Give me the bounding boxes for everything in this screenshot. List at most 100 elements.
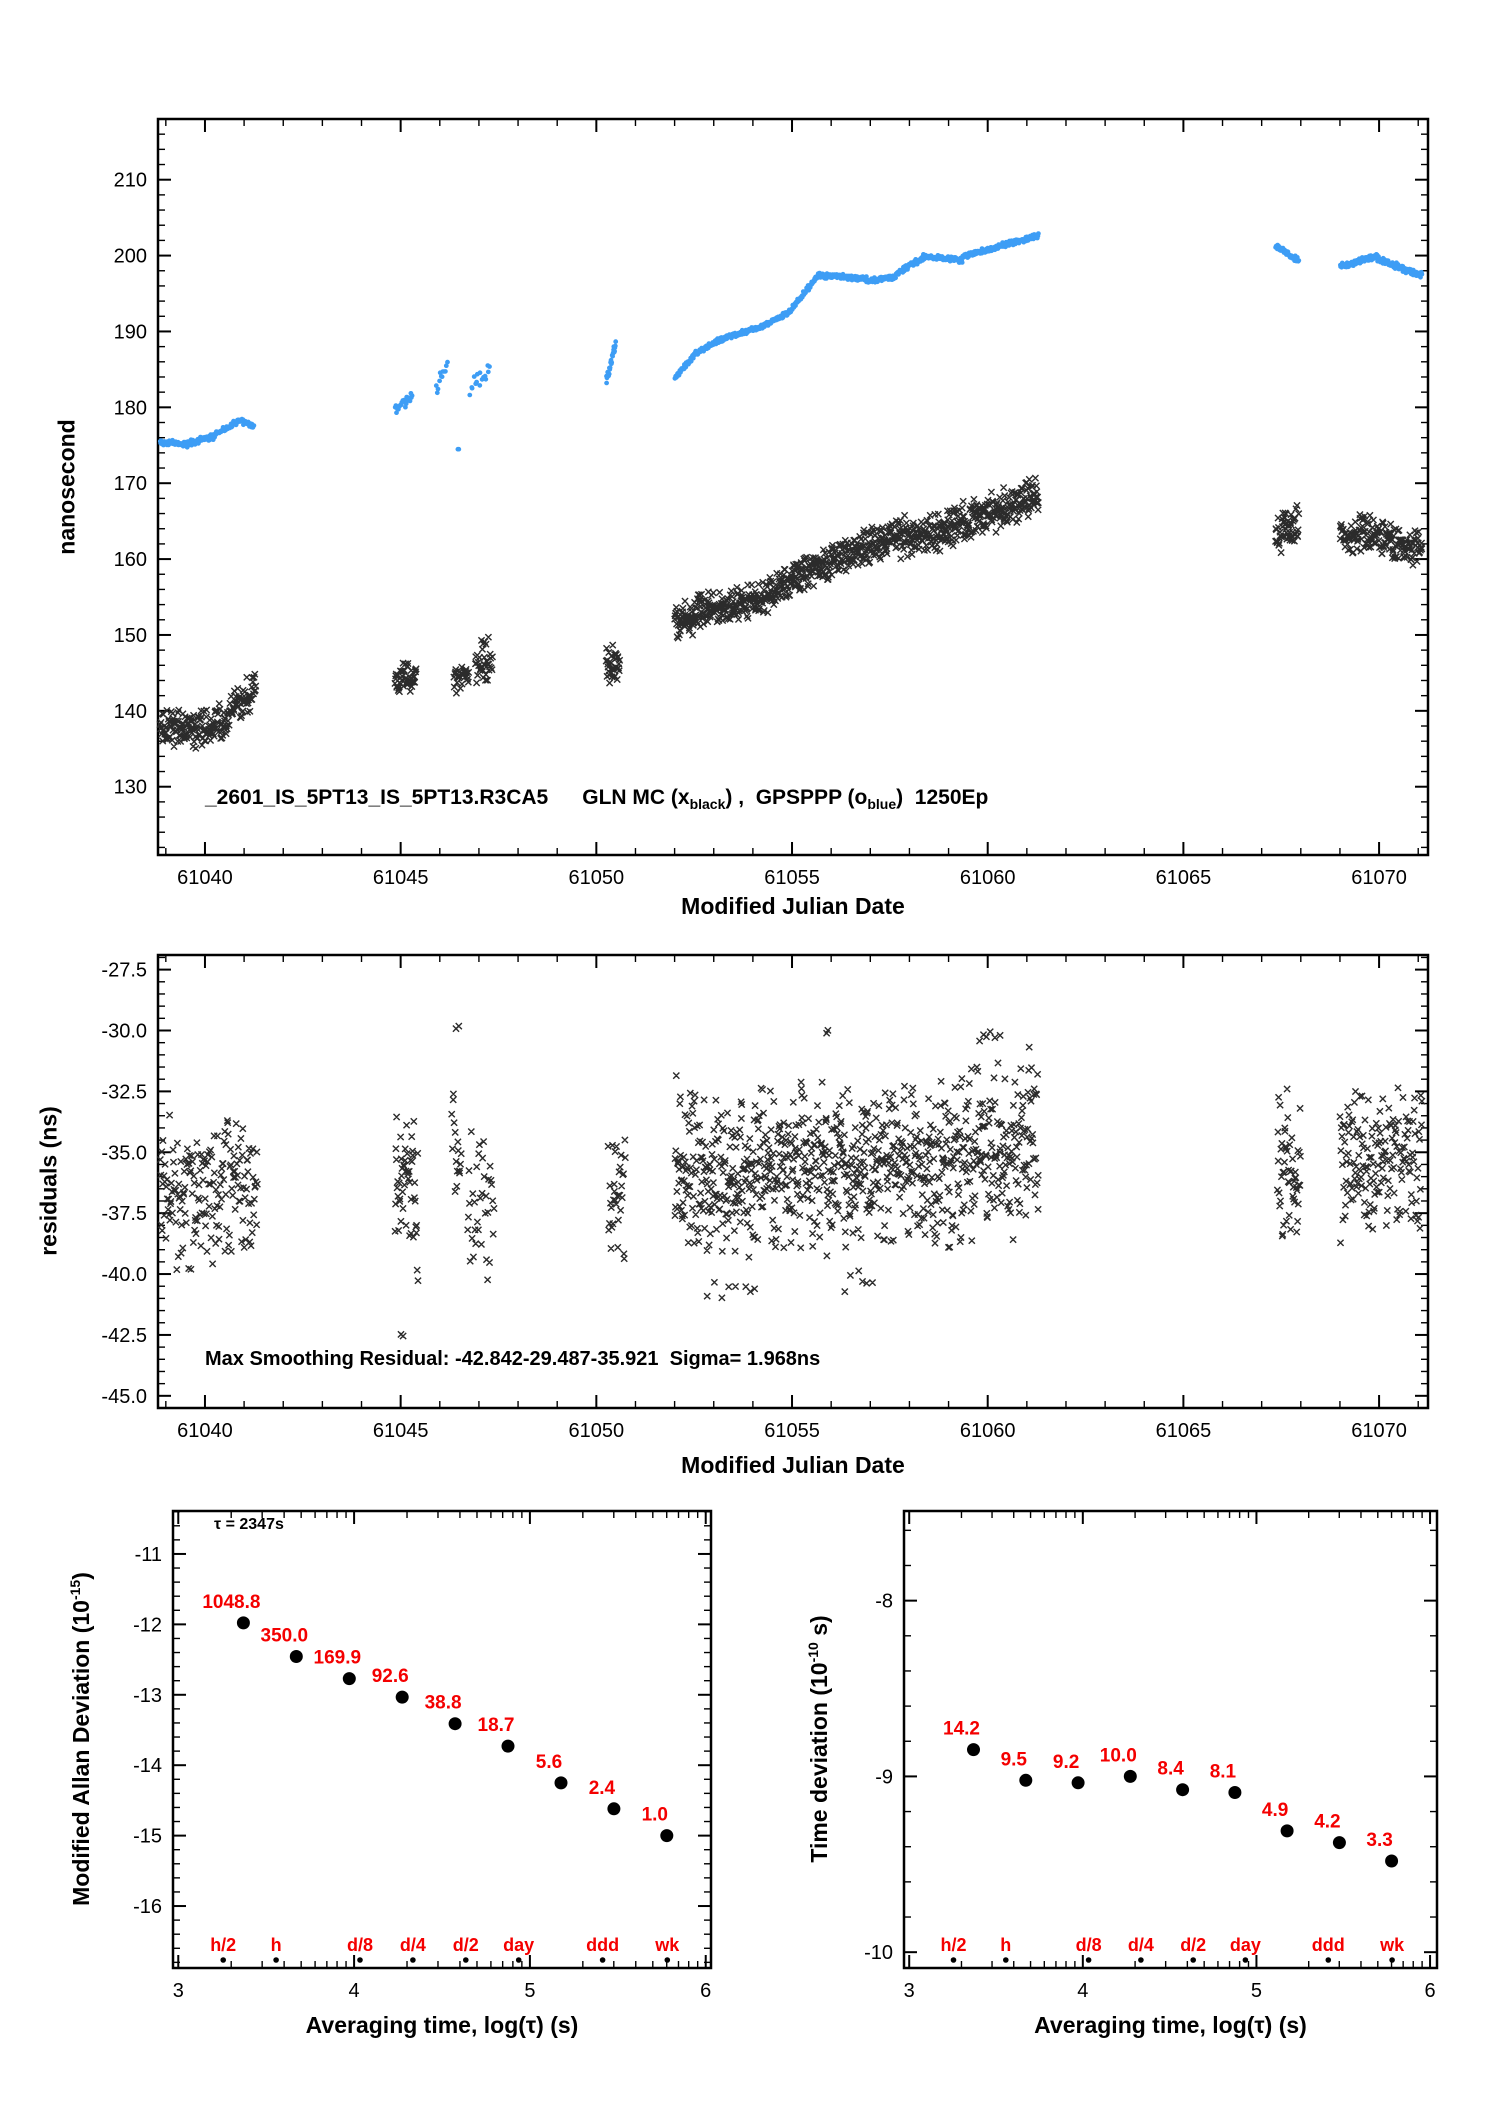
timeseries-x-tick-label: 61070: [1351, 867, 1407, 889]
legend-gps-marker-color: blue: [867, 796, 897, 813]
timeseries-panel: 61040 61045 61050 61055 61060 61065 61070 130 14…: [114, 117, 1430, 889]
tdev-time-mark-label: d/8: [1076, 1935, 1102, 1955]
residuals-y-tick-label: -45.0: [101, 1386, 147, 1408]
tdev-point: [1280, 1824, 1294, 1838]
tdev-time-mark-label: day: [1230, 1935, 1261, 1955]
tdev-point: [1332, 1836, 1346, 1850]
mdev-point: [342, 1672, 356, 1686]
mdev-x-tick-label: 4: [349, 1980, 360, 2002]
mdev-value-label: 92.6: [372, 1666, 409, 1687]
tdev-value-labels: 14.2 9.5 9.2 10.0 8.4 8.1 4.9 4.2 3.3: [943, 1719, 1393, 1851]
legend-separator: ) , GPSPPP (o: [725, 786, 868, 809]
timeseries-y-tick-label: 160: [114, 549, 147, 571]
tdev-time-mark-dot: [1389, 1957, 1395, 1963]
mdev-time-mark-label: d/4: [400, 1935, 426, 1955]
residuals-summary-annotation: Max Smoothing Residual: -42.842-29.487-3…: [205, 1348, 821, 1370]
mdev-x-axis-title: Averaging time, log(τ) (s): [305, 2012, 579, 2038]
tdev-time-mark-label: h/2: [940, 1935, 966, 1955]
residuals-x-tick-label: 61065: [1156, 1420, 1212, 1442]
mdev-value-label: 350.0: [261, 1626, 309, 1647]
residuals-x-tick-label: 61045: [373, 1420, 429, 1442]
mdev-point: [554, 1776, 568, 1790]
timeseries-y-tick-label: 190: [114, 321, 147, 343]
residuals-y-tick-label: -35.0: [101, 1142, 147, 1164]
legend-epoch-count: ) 1250Ep: [896, 786, 989, 809]
tdev-point: [1385, 1854, 1399, 1868]
mdev-time-mark-label: d/2: [453, 1935, 479, 1955]
mdev-x-tick-label: 5: [524, 1980, 535, 2002]
mdev-time-mark-label: ddd: [586, 1935, 619, 1955]
timeseries-y-tick-label: 150: [114, 625, 147, 647]
mdev-y-axis-title-exponent: -15: [67, 1579, 84, 1601]
tdev-time-mark-label: d/4: [1128, 1935, 1154, 1955]
mdev-point: [660, 1829, 674, 1843]
mdev-y-axis-title-main: Modified Allan Deviation (10: [67, 1600, 94, 1906]
tdev-point: [1228, 1786, 1242, 1799]
mdev-frame: [171, 1509, 713, 1970]
mdev-point: [289, 1650, 303, 1663]
mdev-time-mark-dot: [599, 1957, 606, 1963]
timeseries-y-axis-title: nanosecond: [53, 419, 80, 555]
tdev-time-mark-dot: [1138, 1957, 1144, 1963]
residuals-ticks: 61040 61045 61050 61055 61060 61065 61070 -45.0…: [101, 955, 1428, 1442]
mdev-time-mark-label: wk: [654, 1935, 680, 1955]
tdev-value-label: 9.2: [1053, 1752, 1079, 1773]
mdev-time-mark-dot: [463, 1957, 469, 1963]
mdev-time-mark-dot: [357, 1957, 363, 1963]
residuals-y-tick-label: -40.0: [101, 1264, 147, 1286]
dataset-id: _2601_IS_5PT13_IS_5PT13.R3CA5: [205, 786, 549, 809]
tdev-time-mark-dot: [1325, 1957, 1332, 1963]
residuals-x-tick-label: 61055: [764, 1420, 820, 1442]
tdev-value-label: 8.1: [1210, 1762, 1237, 1783]
mdev-y-tick-label: -15: [133, 1826, 162, 1848]
tdev-x-tick-label: 3: [904, 1980, 915, 2002]
mdev-time-mark-dot: [273, 1957, 279, 1963]
tdev-value-label: 14.2: [943, 1719, 980, 1740]
timeseries-y-tick-label: 180: [114, 397, 147, 419]
mdev-value-label: 18.7: [478, 1715, 515, 1736]
mdev-value-label: 1048.8: [202, 1592, 260, 1613]
tau-annotation: τ = 2347s: [214, 1516, 284, 1533]
residuals-x-tick-label: 61060: [960, 1420, 1016, 1442]
residuals-panel: 61040 61045 61050 61055 61060 61065 61070 -45.0…: [101, 953, 1430, 1442]
mdev-point: [501, 1739, 515, 1753]
timeseries-x-tick-label: 61045: [373, 867, 429, 889]
mdev-time-mark-label: h/2: [210, 1935, 236, 1955]
tdev-y-axis-title: Time deviation (10-10 s): [805, 1615, 833, 1862]
tdev-y-axis-title-close: s): [805, 1615, 832, 1643]
mdev-time-mark-label: day: [503, 1935, 534, 1955]
tdev-time-mark-dot: [1085, 1957, 1092, 1963]
tdev-time-marks: h/2 h d/8 d/4 d/2 day ddd wk: [940, 1935, 1405, 1963]
tdev-time-mark-label: wk: [1379, 1935, 1405, 1955]
tdev-time-mark-label: d/2: [1180, 1935, 1206, 1955]
mdev-x-tick-label: 3: [173, 1980, 184, 2002]
tdev-point: [967, 1743, 980, 1757]
mdev-point: [236, 1616, 250, 1630]
mdev-value-label: 2.4: [589, 1778, 616, 1799]
tdev-y-axis-title-main: Time deviation (10: [805, 1662, 832, 1863]
tdev-y-tick-label: -10: [864, 1942, 893, 1964]
mdev-point: [395, 1690, 409, 1704]
timeseries-y-tick-label: 130: [114, 777, 147, 799]
legend-gln-marker-color: black: [689, 796, 726, 813]
tdev-time-mark-dot: [950, 1957, 957, 1963]
timeseries-x-tick-label: 61055: [764, 867, 820, 889]
mdev-point: [448, 1717, 462, 1731]
mdev-y-tick-label: -13: [133, 1685, 162, 1707]
tdev-value-label: 10.0: [1100, 1745, 1137, 1766]
mdev-time-mark-label: h: [271, 1935, 282, 1955]
timeseries-y-tick-label: 140: [114, 701, 147, 723]
tdev-value-label: 9.5: [1001, 1749, 1028, 1770]
timeseries-x-tick-label: 61040: [177, 867, 233, 889]
mdev-y-tick-label: -12: [133, 1614, 162, 1636]
tdev-time-mark-label: h: [1000, 1935, 1011, 1955]
tdev-time-mark-dot: [1190, 1957, 1196, 1963]
mdev-time-mark-dot: [220, 1957, 226, 1963]
mdev-time-mark-dot: [410, 1957, 416, 1963]
mdev-value-label: 5.6: [536, 1752, 562, 1773]
mdev-value-label: 38.8: [425, 1693, 462, 1714]
tdev-time-mark-dot: [1003, 1957, 1009, 1963]
residuals-y-tick-label: -32.5: [101, 1081, 147, 1103]
tdev-ticks: 3 4 5 6 -10 -9 -8: [864, 1511, 1437, 2002]
